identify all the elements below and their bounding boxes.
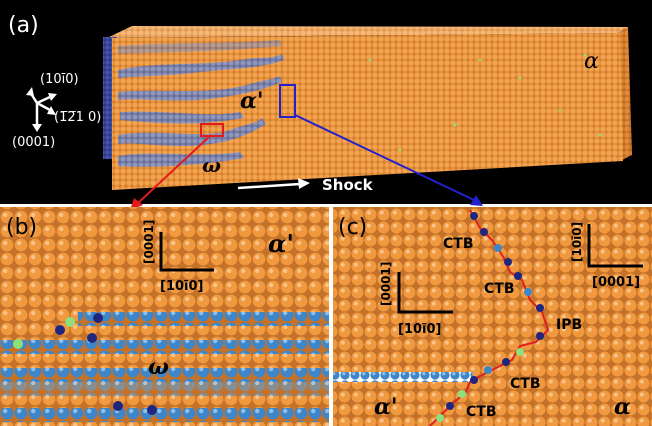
- panel-c-atoms: [333, 207, 652, 426]
- panel-a-label: (a): [8, 13, 39, 38]
- shock-label: Shock: [322, 176, 374, 194]
- zoom-box-blue: [279, 84, 296, 118]
- panel-c-right-axes-icon: [587, 224, 643, 268]
- panel-b-axis-horizontal: [10ī0]: [160, 279, 203, 294]
- slab-green-atoms: [368, 53, 602, 152]
- panel-c-phase-alpha-prime: α': [374, 394, 398, 420]
- slab-top-face: [107, 26, 628, 38]
- zoom-arrow-blue-head: [470, 195, 483, 206]
- panel-a: (a) (10ī0) (1̅2̅1 0) (0001) α α' ω Shock: [0, 0, 652, 210]
- phase-alpha-label: α: [584, 49, 599, 74]
- phase-omega-label: ω: [202, 153, 221, 177]
- panel-c-left-axis-horizontal: [10ī0]: [398, 322, 441, 337]
- panel-divider: [329, 204, 333, 426]
- panel-c-right-axis-horizontal: [0001]: [592, 275, 640, 290]
- panel-c: (c) [0001] [10ī0] [10ī0] [0001] CTB CTB …: [333, 207, 652, 426]
- omega-phase-rows: [0, 312, 329, 422]
- boundary-path: [429, 209, 550, 426]
- zoom-box-red: [200, 123, 224, 137]
- zoom-arrow-red: [137, 135, 211, 204]
- ctb-label-3: CTB: [510, 376, 541, 392]
- direction-label-1: (10ī0): [40, 72, 79, 87]
- panel-c-label: (c): [338, 215, 367, 240]
- panel-c-phase-alpha: α: [614, 394, 631, 420]
- panel-b-label: (b): [6, 215, 37, 240]
- shock-arrow: [237, 182, 301, 190]
- ctb-label-2: CTB: [484, 281, 515, 297]
- slab-front-face: [112, 33, 623, 190]
- panel-c-right-axis-vertical: [10ī0]: [570, 222, 584, 262]
- ctb-label-1: CTB: [443, 236, 474, 252]
- panel-b: (b) [0001] [10ī0] α' ω: [0, 207, 329, 426]
- defect-atoms-c: [436, 212, 544, 422]
- panel-b-phase-omega: ω: [148, 354, 169, 380]
- direction-label-3: (0001): [12, 135, 55, 150]
- ipb-label: IPB: [556, 317, 582, 333]
- direction-label-2: (1̅2̅1 0): [54, 110, 101, 125]
- panel-b-axes-icon: [159, 232, 214, 272]
- defect-atoms-b: [13, 313, 157, 415]
- panel-c-left-axis-vertical: [0001]: [379, 262, 393, 306]
- phase-alpha-prime-label: α': [240, 88, 264, 114]
- slab-defect-stripes: [118, 40, 284, 167]
- crystal-axes-icon: [26, 87, 57, 132]
- ctb-label-4: CTB: [466, 404, 497, 420]
- shock-arrow-head: [298, 178, 310, 189]
- panel-c-left-axes-icon: [397, 272, 453, 314]
- zoom-arrow-blue: [294, 114, 475, 201]
- panel-c-blue-row: [333, 372, 473, 382]
- panel-b-phase-alpha-prime: α': [268, 229, 294, 258]
- panel-b-axis-vertical: [0001]: [142, 220, 156, 264]
